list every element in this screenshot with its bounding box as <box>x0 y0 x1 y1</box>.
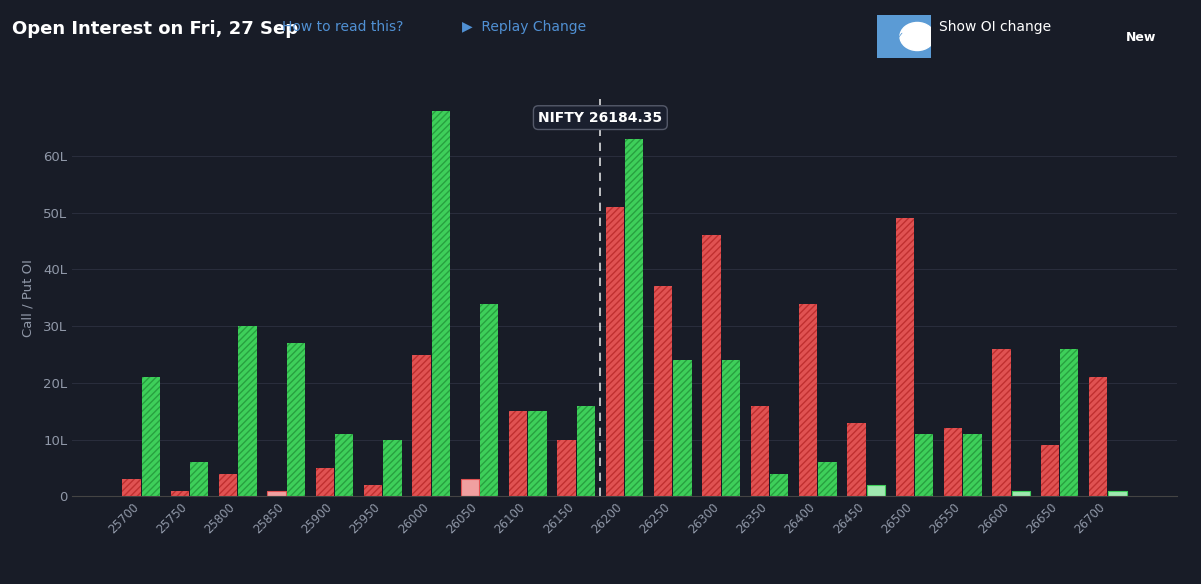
Y-axis label: Call / Put OI: Call / Put OI <box>22 259 35 337</box>
Bar <box>383 440 401 496</box>
Bar <box>915 434 933 496</box>
Bar <box>722 360 740 496</box>
Bar <box>992 349 1011 496</box>
Bar <box>123 479 141 496</box>
Bar <box>383 440 401 496</box>
Text: New: New <box>1125 32 1157 44</box>
Bar <box>190 463 208 496</box>
Bar <box>509 411 527 496</box>
Bar <box>412 354 431 496</box>
Bar <box>335 434 353 496</box>
Bar <box>963 434 981 496</box>
Bar <box>528 411 546 496</box>
Bar <box>848 423 866 496</box>
Bar <box>992 349 1011 496</box>
Bar <box>770 474 788 496</box>
Bar <box>576 406 594 496</box>
Bar <box>799 304 818 496</box>
Bar <box>1109 491 1127 496</box>
Bar <box>461 479 479 496</box>
Bar <box>799 304 818 496</box>
Bar <box>142 377 160 496</box>
Bar <box>238 326 257 496</box>
Bar <box>528 411 546 496</box>
Bar <box>190 463 208 496</box>
Bar <box>316 468 334 496</box>
Bar <box>1011 491 1030 496</box>
Bar <box>915 434 933 496</box>
Bar <box>1089 377 1107 496</box>
Bar <box>142 377 160 496</box>
Bar <box>818 463 837 496</box>
Bar <box>557 440 575 496</box>
Text: Open Interest on Fri, 27 Sep: Open Interest on Fri, 27 Sep <box>12 20 298 39</box>
Bar <box>751 406 769 496</box>
Bar <box>1041 446 1059 496</box>
Bar <box>431 110 450 496</box>
Bar <box>171 491 189 496</box>
Bar <box>268 491 286 496</box>
Bar <box>123 479 141 496</box>
Bar <box>674 360 692 496</box>
Bar <box>287 343 305 496</box>
Bar <box>1060 349 1078 496</box>
Bar <box>364 485 382 496</box>
FancyBboxPatch shape <box>872 15 937 58</box>
Bar <box>557 440 575 496</box>
Text: ▶  Replay Change: ▶ Replay Change <box>462 20 586 34</box>
Bar <box>896 218 914 496</box>
Bar <box>238 326 257 496</box>
Bar <box>605 207 625 496</box>
Bar <box>625 139 644 496</box>
Bar <box>867 485 885 496</box>
Bar <box>625 139 644 496</box>
Bar <box>770 474 788 496</box>
Bar <box>818 463 837 496</box>
Bar <box>848 423 866 496</box>
Text: Show OI change: Show OI change <box>939 20 1051 34</box>
Bar <box>412 354 431 496</box>
Bar <box>480 304 498 496</box>
Bar <box>509 411 527 496</box>
Bar <box>1060 349 1078 496</box>
Bar <box>171 491 189 496</box>
Bar <box>703 235 721 496</box>
Bar <box>896 218 914 496</box>
Bar <box>674 360 692 496</box>
Text: ✓: ✓ <box>896 32 903 41</box>
Text: How to read this?: How to read this? <box>282 20 404 34</box>
Circle shape <box>900 23 934 51</box>
Bar <box>1041 446 1059 496</box>
Bar <box>963 434 981 496</box>
Bar <box>431 110 450 496</box>
Bar <box>1089 377 1107 496</box>
Bar <box>219 474 238 496</box>
Bar <box>219 474 238 496</box>
Bar <box>655 287 673 496</box>
Bar <box>722 360 740 496</box>
Bar <box>944 428 962 496</box>
Bar <box>655 287 673 496</box>
Bar <box>576 406 594 496</box>
Text: NIFTY 26184.35: NIFTY 26184.35 <box>538 110 663 124</box>
Bar <box>316 468 334 496</box>
Bar <box>703 235 721 496</box>
Bar <box>287 343 305 496</box>
Bar <box>605 207 625 496</box>
Bar <box>364 485 382 496</box>
Bar <box>480 304 498 496</box>
Bar <box>944 428 962 496</box>
Bar <box>335 434 353 496</box>
Bar <box>751 406 769 496</box>
